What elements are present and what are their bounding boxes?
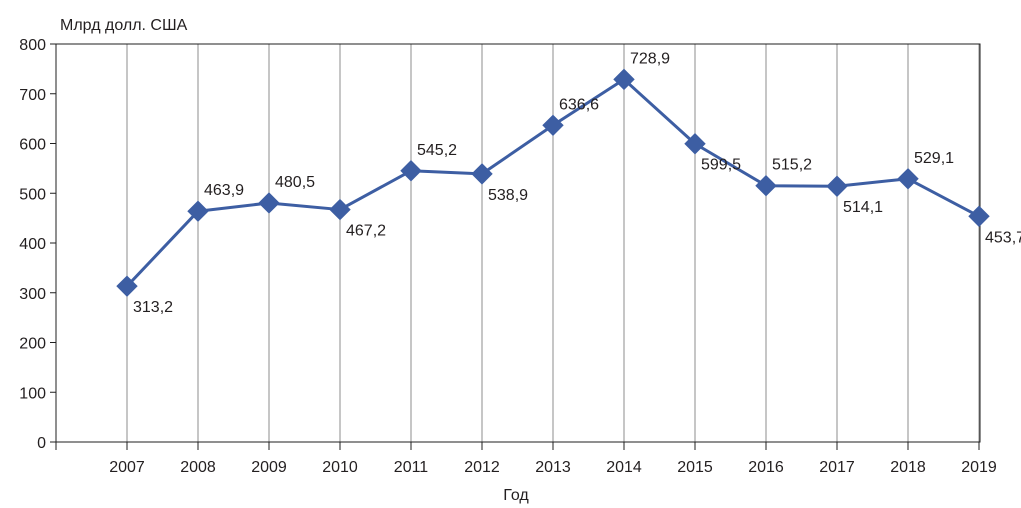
data-labels: 313,2 463,9 480,5 467,2 545,2 538,9 636,6 728,9… xyxy=(133,50,1021,316)
data-point-marker xyxy=(684,133,706,155)
x-tick-label: 2010 xyxy=(322,459,358,476)
x-tick-label: 2008 xyxy=(180,459,216,476)
series-group xyxy=(116,68,990,297)
y-tick-label: 300 xyxy=(19,286,46,303)
y-tick-label: 800 xyxy=(19,37,46,54)
data-label: 636,6 xyxy=(559,96,599,113)
data-point-marker xyxy=(400,160,422,182)
y-tick-label: 700 xyxy=(19,87,46,104)
y-tick-label: 600 xyxy=(19,137,46,154)
y-axis-title: Млрд долл. США xyxy=(60,17,188,34)
data-label: 728,9 xyxy=(630,50,670,67)
data-label: 480,5 xyxy=(275,174,315,191)
data-label: 529,1 xyxy=(914,150,954,167)
data-point-marker xyxy=(755,174,777,197)
x-axis: 2007 2008 2009 2010 2011 2012 2013 2014 2015 2016… xyxy=(55,442,997,476)
data-label: 313,2 xyxy=(133,299,173,316)
y-tick-label: 400 xyxy=(19,236,46,253)
data-label: 545,2 xyxy=(417,142,457,159)
y-tick-label: 500 xyxy=(19,186,46,203)
data-point-marker xyxy=(897,168,919,190)
x-tick-label: 2014 xyxy=(606,459,642,476)
x-tick-label: 2007 xyxy=(109,459,145,476)
data-label: 463,9 xyxy=(204,182,244,199)
x-axis-title: Год xyxy=(503,487,529,504)
x-tick-label: 2017 xyxy=(819,459,855,476)
data-point-marker xyxy=(613,68,635,91)
data-point-marker xyxy=(471,163,493,185)
grid-lines xyxy=(126,44,980,442)
x-tick-label: 2015 xyxy=(677,459,713,476)
x-tick-label: 2018 xyxy=(890,459,926,476)
data-point-marker xyxy=(826,175,848,197)
data-point-marker xyxy=(542,114,564,136)
y-tick-label: 0 xyxy=(37,435,46,452)
y-tick-label: 100 xyxy=(19,385,46,402)
x-tick-label: 2011 xyxy=(394,459,429,476)
x-tick-label: 2019 xyxy=(961,459,997,476)
x-tick-label: 2009 xyxy=(251,459,287,476)
y-tick-label: 200 xyxy=(19,336,46,353)
data-label: 599,5 xyxy=(701,157,741,174)
data-label: 453,7 xyxy=(985,229,1021,246)
data-label: 538,9 xyxy=(488,187,528,204)
data-point-marker xyxy=(258,192,280,214)
plot-area xyxy=(55,43,981,443)
x-tick-label: 2016 xyxy=(748,459,784,476)
data-point-marker xyxy=(968,205,990,227)
data-point-marker xyxy=(329,198,351,221)
y-axis: 0 100 200 300 400 500 600 700 800 xyxy=(19,37,56,452)
data-label: 467,2 xyxy=(346,223,386,240)
data-point-marker xyxy=(116,275,138,297)
data-point-marker xyxy=(187,200,209,222)
data-label: 515,2 xyxy=(772,157,812,174)
data-label: 514,1 xyxy=(843,199,883,216)
x-tick-label: 2013 xyxy=(535,459,571,476)
x-tick-label: 2012 xyxy=(464,459,500,476)
